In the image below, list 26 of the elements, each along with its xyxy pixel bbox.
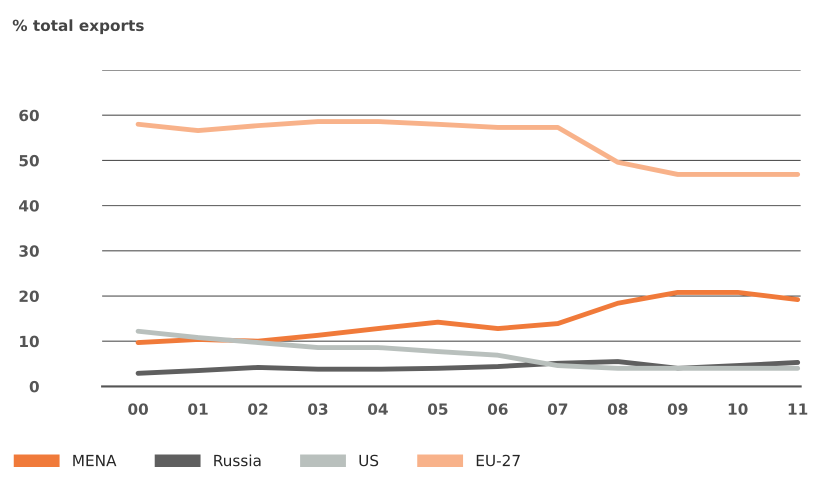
legend-label: MENA [73, 454, 116, 466]
x-tick-label: 04 [368, 403, 388, 415]
y-tick-label: 60 [19, 110, 39, 122]
x-tick-label: 08 [608, 403, 628, 415]
y-tick-label: 30 [19, 245, 39, 257]
x-tick-label: 06 [488, 403, 508, 415]
line-series [136, 119, 800, 177]
x-tick-label: 09 [668, 403, 688, 415]
x-tick-label: 05 [428, 403, 448, 415]
y-tick-label: 50 [20, 154, 39, 166]
y-tick-label: 10 [20, 336, 39, 348]
legend-label: EU-27 [476, 454, 520, 466]
x-tick-label: 11 [788, 404, 808, 415]
x-tick-label: 02 [248, 403, 268, 415]
y-tick-label: 40 [19, 200, 39, 212]
legend-label: US [359, 454, 378, 466]
x-tick-label: 01 [188, 403, 208, 415]
line-series [136, 328, 800, 371]
x-tick-label: 10 [728, 403, 748, 415]
x-tick-label: 07 [548, 403, 568, 415]
y-axis-title: % total exports [12, 19, 144, 34]
x-tick-label: 00 [128, 403, 148, 415]
y-tick-label: 0 [30, 380, 39, 392]
y-tick-label: 20 [20, 290, 39, 302]
legend-label: Russia [214, 454, 261, 466]
x-tick-label: 03 [308, 403, 328, 415]
